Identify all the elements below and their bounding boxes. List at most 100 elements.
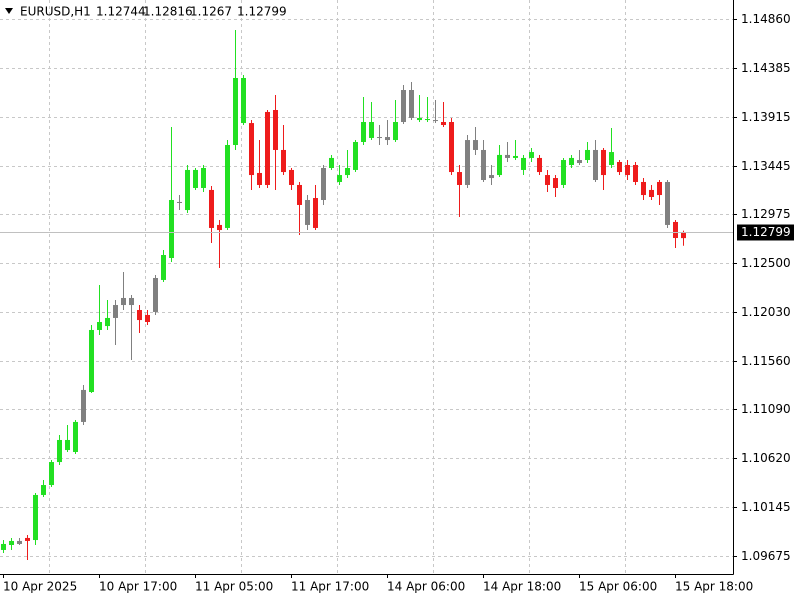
candle-body: [145, 314, 150, 323]
candle-body: [433, 120, 438, 122]
candle-body: [569, 157, 574, 165]
header-open: 1.12744: [96, 5, 146, 19]
y-tick-label: 1.14385: [741, 61, 791, 75]
x-tick-label: 11 Apr 05:00: [195, 580, 273, 594]
candle-body: [249, 123, 254, 176]
candle-body: [665, 181, 670, 225]
x-tick-label: 10 Apr 2025: [3, 580, 77, 594]
candle-body: [633, 164, 638, 182]
candle-body: [497, 154, 502, 176]
candle-body: [521, 157, 526, 170]
x-tick-label: 11 Apr 17:00: [291, 580, 369, 594]
candle-body: [505, 154, 510, 158]
y-tick-label: 1.12500: [741, 256, 791, 270]
candle-body: [577, 160, 582, 164]
y-tick-label: 1.11560: [741, 354, 791, 368]
candle-body: [273, 109, 278, 150]
y-tick-label: 1.11090: [741, 402, 791, 416]
candle-body: [561, 160, 566, 185]
candle-body: [489, 175, 494, 179]
candle-body: [409, 90, 414, 118]
candle-body: [545, 175, 550, 185]
candle-body: [289, 169, 294, 185]
candle-body: [609, 152, 614, 165]
candle-body: [201, 167, 206, 188]
candle-body: [177, 201, 182, 204]
candle-body: [41, 485, 46, 495]
candle-body: [513, 155, 518, 158]
candle-body: [313, 198, 318, 228]
candle-body: [585, 149, 590, 161]
header-low: 1.1267: [190, 5, 232, 19]
y-tick-label: 1.09675: [741, 549, 791, 563]
candle-body: [257, 172, 262, 185]
candle-body: [81, 389, 86, 422]
y-tick-label: 1.13915: [741, 110, 791, 124]
candle-body: [193, 169, 198, 188]
x-tick-label: 14 Apr 06:00: [387, 580, 465, 594]
candle-body: [337, 175, 342, 182]
candle-body: [345, 167, 350, 176]
candle-body: [113, 305, 118, 318]
candle-body: [209, 189, 214, 228]
candle-body: [593, 149, 598, 181]
x-tick-label: 14 Apr 18:00: [483, 580, 561, 594]
candle-body: [657, 181, 662, 196]
candle-body: [225, 145, 230, 228]
candle-body: [57, 439, 62, 463]
candle-body: [393, 122, 398, 141]
header-high: 1.12816: [143, 5, 193, 19]
candle-body: [673, 221, 678, 239]
candle-body: [537, 157, 542, 173]
x-tick-label: 10 Apr 17:00: [99, 580, 177, 594]
candle-body: [305, 199, 310, 225]
menu-triangle[interactable]: [5, 8, 13, 14]
candle-body: [441, 122, 446, 126]
current-price-box: [737, 224, 794, 241]
candle-body: [601, 149, 606, 176]
candle-body: [185, 169, 190, 211]
candle-body: [25, 537, 30, 541]
candle-body: [161, 254, 166, 280]
y-tick-label: 1.12030: [741, 305, 791, 319]
candle-body: [169, 199, 174, 258]
candle-body: [89, 329, 94, 393]
candle-body: [1, 543, 6, 550]
y-tick-label: 1.10145: [741, 500, 791, 514]
candle-body: [465, 140, 470, 185]
candle-body: [649, 189, 654, 197]
candle-body: [329, 157, 334, 168]
y-tick-label: 1.10620: [741, 451, 791, 465]
candle-body: [17, 540, 22, 544]
candle-body: [457, 172, 462, 185]
candle-body: [73, 421, 78, 452]
candle-body: [265, 111, 270, 185]
candle-body: [33, 494, 38, 541]
y-tick-label: 1.12975: [741, 207, 791, 221]
y-tick-label: 1.13445: [741, 159, 791, 173]
candle-body: [417, 117, 422, 121]
candle-body: [473, 140, 478, 150]
candle-body: [65, 439, 70, 451]
candle-body: [321, 167, 326, 200]
candle-body: [217, 224, 222, 231]
x-tick-label: 15 Apr 06:00: [579, 580, 657, 594]
candle-body: [377, 137, 382, 139]
candle-body: [385, 137, 390, 141]
candle-body: [401, 90, 406, 123]
candle-body: [9, 540, 14, 545]
candle-body: [449, 122, 454, 173]
plot-area: [0, 0, 733, 574]
y-tick-label: 1.14860: [741, 12, 791, 26]
candle-body: [137, 309, 142, 321]
candle-body: [641, 181, 646, 196]
candle-body: [681, 232, 686, 239]
candle-body: [129, 297, 134, 306]
candle-body: [105, 317, 110, 327]
candle-body: [625, 164, 630, 176]
x-tick-label: 15 Apr 18:00: [675, 580, 753, 594]
candle-body: [233, 77, 238, 146]
candle-body: [553, 178, 558, 188]
candle-body: [49, 462, 54, 486]
